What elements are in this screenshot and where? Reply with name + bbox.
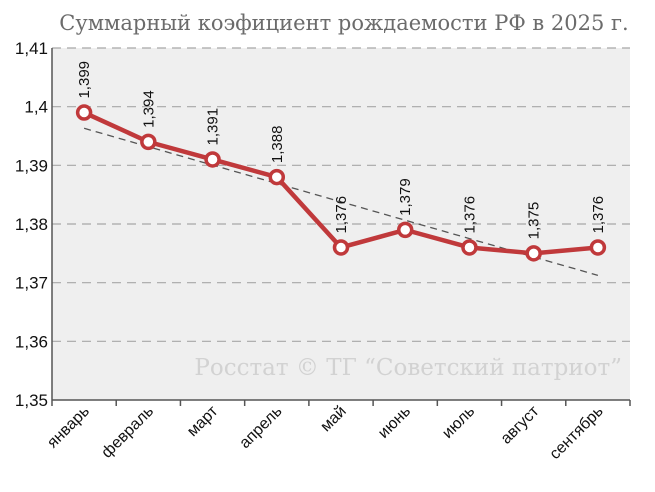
y-tick-label: 1,4	[24, 98, 48, 117]
y-tick-label: 1,39	[15, 156, 48, 175]
y-tick-label: 1,37	[15, 274, 48, 293]
data-point	[461, 239, 478, 256]
data-label: 1,394	[140, 90, 157, 128]
x-tick-label: апрель	[236, 403, 285, 452]
x-tick-label: февраль	[98, 403, 157, 462]
x-tick-label: май	[317, 403, 349, 435]
series-markers	[75, 104, 607, 262]
gridlines	[52, 47, 630, 342]
y-tick-label: 1,38	[15, 215, 48, 234]
data-label: 1,399	[76, 61, 93, 99]
x-axis-tick-labels: январь февраль март апрель май июнь июль август…	[44, 402, 607, 463]
data-point	[75, 104, 93, 121]
data-label: 1,379	[397, 178, 414, 216]
data-point	[396, 221, 414, 239]
data-point	[140, 133, 157, 151]
data-point	[589, 239, 607, 256]
data-point	[332, 239, 350, 256]
x-tick-label: сентябрь	[547, 403, 607, 463]
data-label: 1,376	[333, 196, 350, 234]
y-tick-label: 1,35	[15, 391, 48, 410]
data-label: 1,375	[526, 202, 543, 240]
data-label: 1,376	[590, 196, 607, 234]
x-tick-label: август	[498, 402, 543, 447]
watermark: Росстат © ТГ “Советский патриот”	[194, 355, 622, 381]
x-tick-label: март	[184, 402, 222, 440]
data-point	[525, 245, 542, 262]
chart-title: Суммарный коэфициент рождаемости РФ в 20…	[59, 11, 628, 35]
y-tick-label: 1,41	[15, 39, 48, 58]
x-tick-label: июнь	[375, 403, 414, 442]
data-labels: 1,399 1,394 1,391 1,388 1,376 1,379 1,376 1,375…	[76, 61, 607, 239]
y-tick-label: 1,36	[15, 332, 48, 351]
x-tick-label: январь	[44, 403, 93, 452]
data-point	[268, 168, 286, 186]
data-label: 1,388	[269, 126, 286, 164]
data-point	[204, 151, 221, 168]
y-axis-tick-labels: 1,35 1,36 1,37 1,38 1,39 1,4 1,41	[15, 39, 48, 410]
data-label: 1,391	[205, 108, 222, 146]
x-tick-label: июль	[439, 403, 478, 442]
data-label: 1,376	[461, 196, 478, 234]
x-axis-ticks	[51, 400, 631, 406]
